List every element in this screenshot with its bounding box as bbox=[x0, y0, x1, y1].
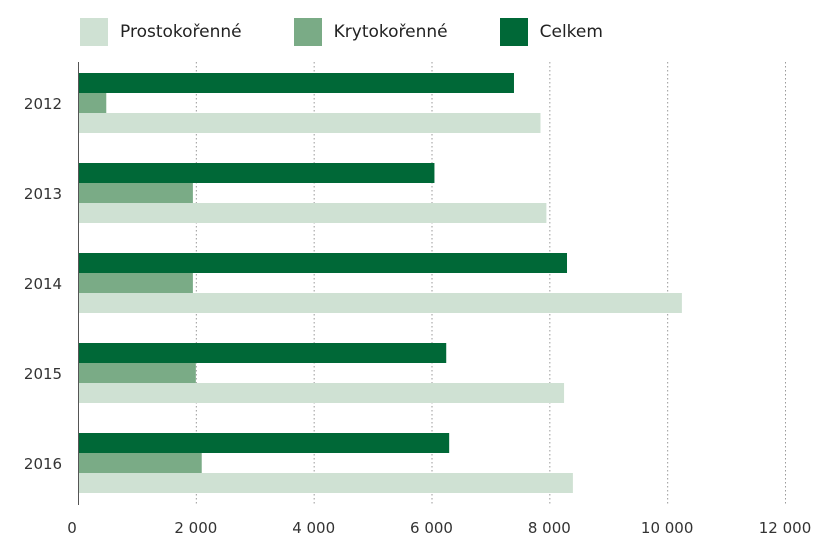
legend-item-celkem: Celkem bbox=[499, 18, 603, 46]
bar-2016-0 bbox=[78, 433, 450, 453]
legend-swatch-krytokorenne bbox=[293, 18, 322, 46]
bar-2013-0 bbox=[78, 163, 435, 183]
y-tick-label: 2015 bbox=[24, 365, 62, 383]
legend-item-krytokorenne: Krytokořenné bbox=[293, 18, 448, 46]
bar-2015-0 bbox=[78, 343, 447, 363]
y-tick-label: 2012 bbox=[24, 95, 62, 113]
x-tick-label: 2 000 bbox=[174, 519, 217, 537]
bar-2015-1 bbox=[78, 363, 196, 383]
bar-2016-2 bbox=[78, 473, 573, 493]
x-tick-label: 10 000 bbox=[641, 519, 694, 537]
bar-2012-1 bbox=[78, 93, 107, 113]
bar-2013-2 bbox=[78, 203, 547, 223]
bar-2012-0 bbox=[78, 73, 514, 93]
x-tick-label: 6 000 bbox=[410, 519, 453, 537]
legend-label-krytokorenne: Krytokořenné bbox=[333, 22, 448, 42]
y-tick-label: 2013 bbox=[24, 185, 62, 203]
legend: Prostokořenné Krytokořenné Celkem bbox=[80, 18, 655, 46]
x-tick-label: 0 bbox=[67, 519, 77, 537]
legend-swatch-prostokorenne bbox=[80, 18, 108, 46]
y-tick-label: 2016 bbox=[24, 455, 62, 473]
x-tick-label: 4 000 bbox=[292, 519, 335, 537]
bar-2015-2 bbox=[78, 383, 565, 403]
y-tick-label: 2014 bbox=[24, 275, 62, 293]
x-tick-label: 12 000 bbox=[759, 519, 812, 537]
bar-2013-1 bbox=[78, 183, 193, 203]
legend-label-celkem: Celkem bbox=[539, 22, 603, 42]
legend-item-prostokorenne: Prostokořenné bbox=[80, 18, 242, 46]
bar-2012-2 bbox=[78, 113, 541, 133]
bar-2014-2 bbox=[78, 293, 682, 313]
x-tick-label: 8 000 bbox=[528, 519, 571, 537]
legend-label-prostokorenne: Prostokořenné bbox=[120, 22, 242, 42]
bar-2016-1 bbox=[78, 453, 202, 473]
legend-swatch-celkem bbox=[499, 18, 528, 46]
bar-2014-1 bbox=[78, 273, 193, 293]
bar-2014-0 bbox=[78, 253, 568, 273]
